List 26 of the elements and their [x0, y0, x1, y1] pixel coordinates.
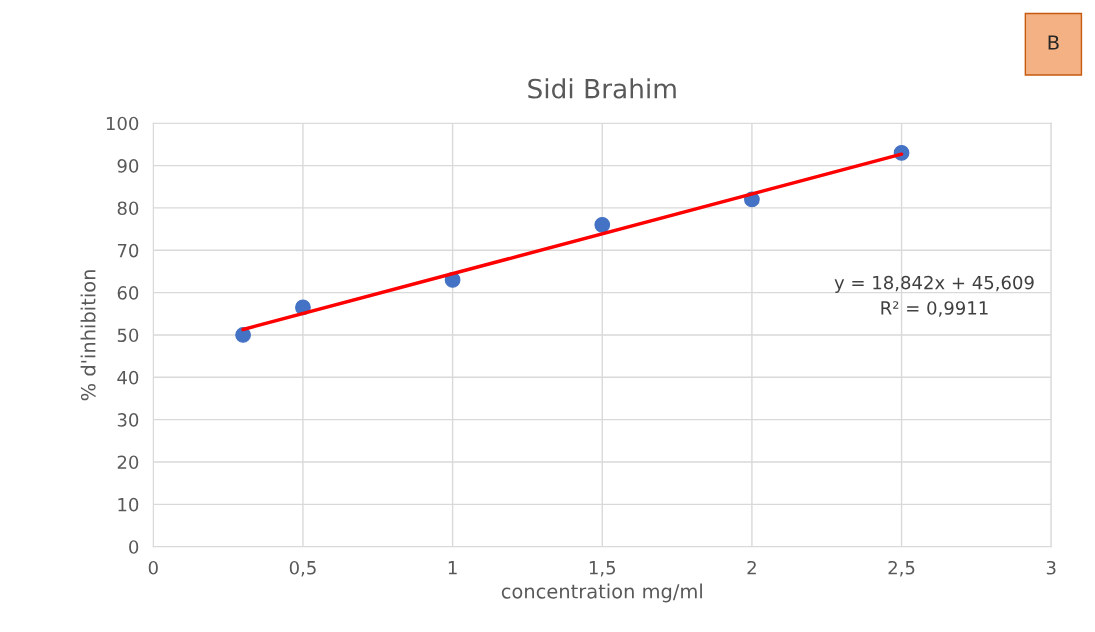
y-tick-label: 40	[117, 370, 139, 385]
y-axis-title: % d'inhibition	[80, 270, 96, 401]
x-tick-label: 0,5	[289, 560, 316, 577]
y-tick-label: 50	[117, 328, 139, 343]
point	[235, 327, 251, 343]
point	[594, 216, 611, 233]
x-tick-label: 1,5	[589, 561, 616, 577]
x-tick-label: 2,5	[888, 560, 915, 577]
x-tick-label: 2	[747, 560, 756, 575]
x-tick-label: 1	[448, 561, 457, 575]
chart-title: Sidi Brahim	[528, 78, 676, 99]
y-tick-label: 90	[117, 159, 139, 173]
text: B	[1048, 35, 1059, 50]
annotation: y = 18,842x + 45,609	[834, 275, 1034, 293]
annotation: R² = 0,9911	[881, 301, 988, 317]
y-tick-label: 10	[118, 497, 139, 512]
x-tick-label: 3	[1046, 560, 1056, 575]
y-tick-label: 80	[117, 201, 139, 216]
y-tick-label: 70	[117, 243, 139, 258]
y-tick-label: 60	[117, 286, 139, 300]
y-tick-label: 20	[117, 455, 139, 470]
y-tick-label: 30	[117, 413, 139, 427]
y-tick-label: 100	[106, 116, 139, 131]
x-axis-title: concentration mg/ml	[501, 583, 702, 603]
x-tick-label: 0	[148, 560, 158, 575]
y-tick-label: 0	[129, 540, 139, 554]
